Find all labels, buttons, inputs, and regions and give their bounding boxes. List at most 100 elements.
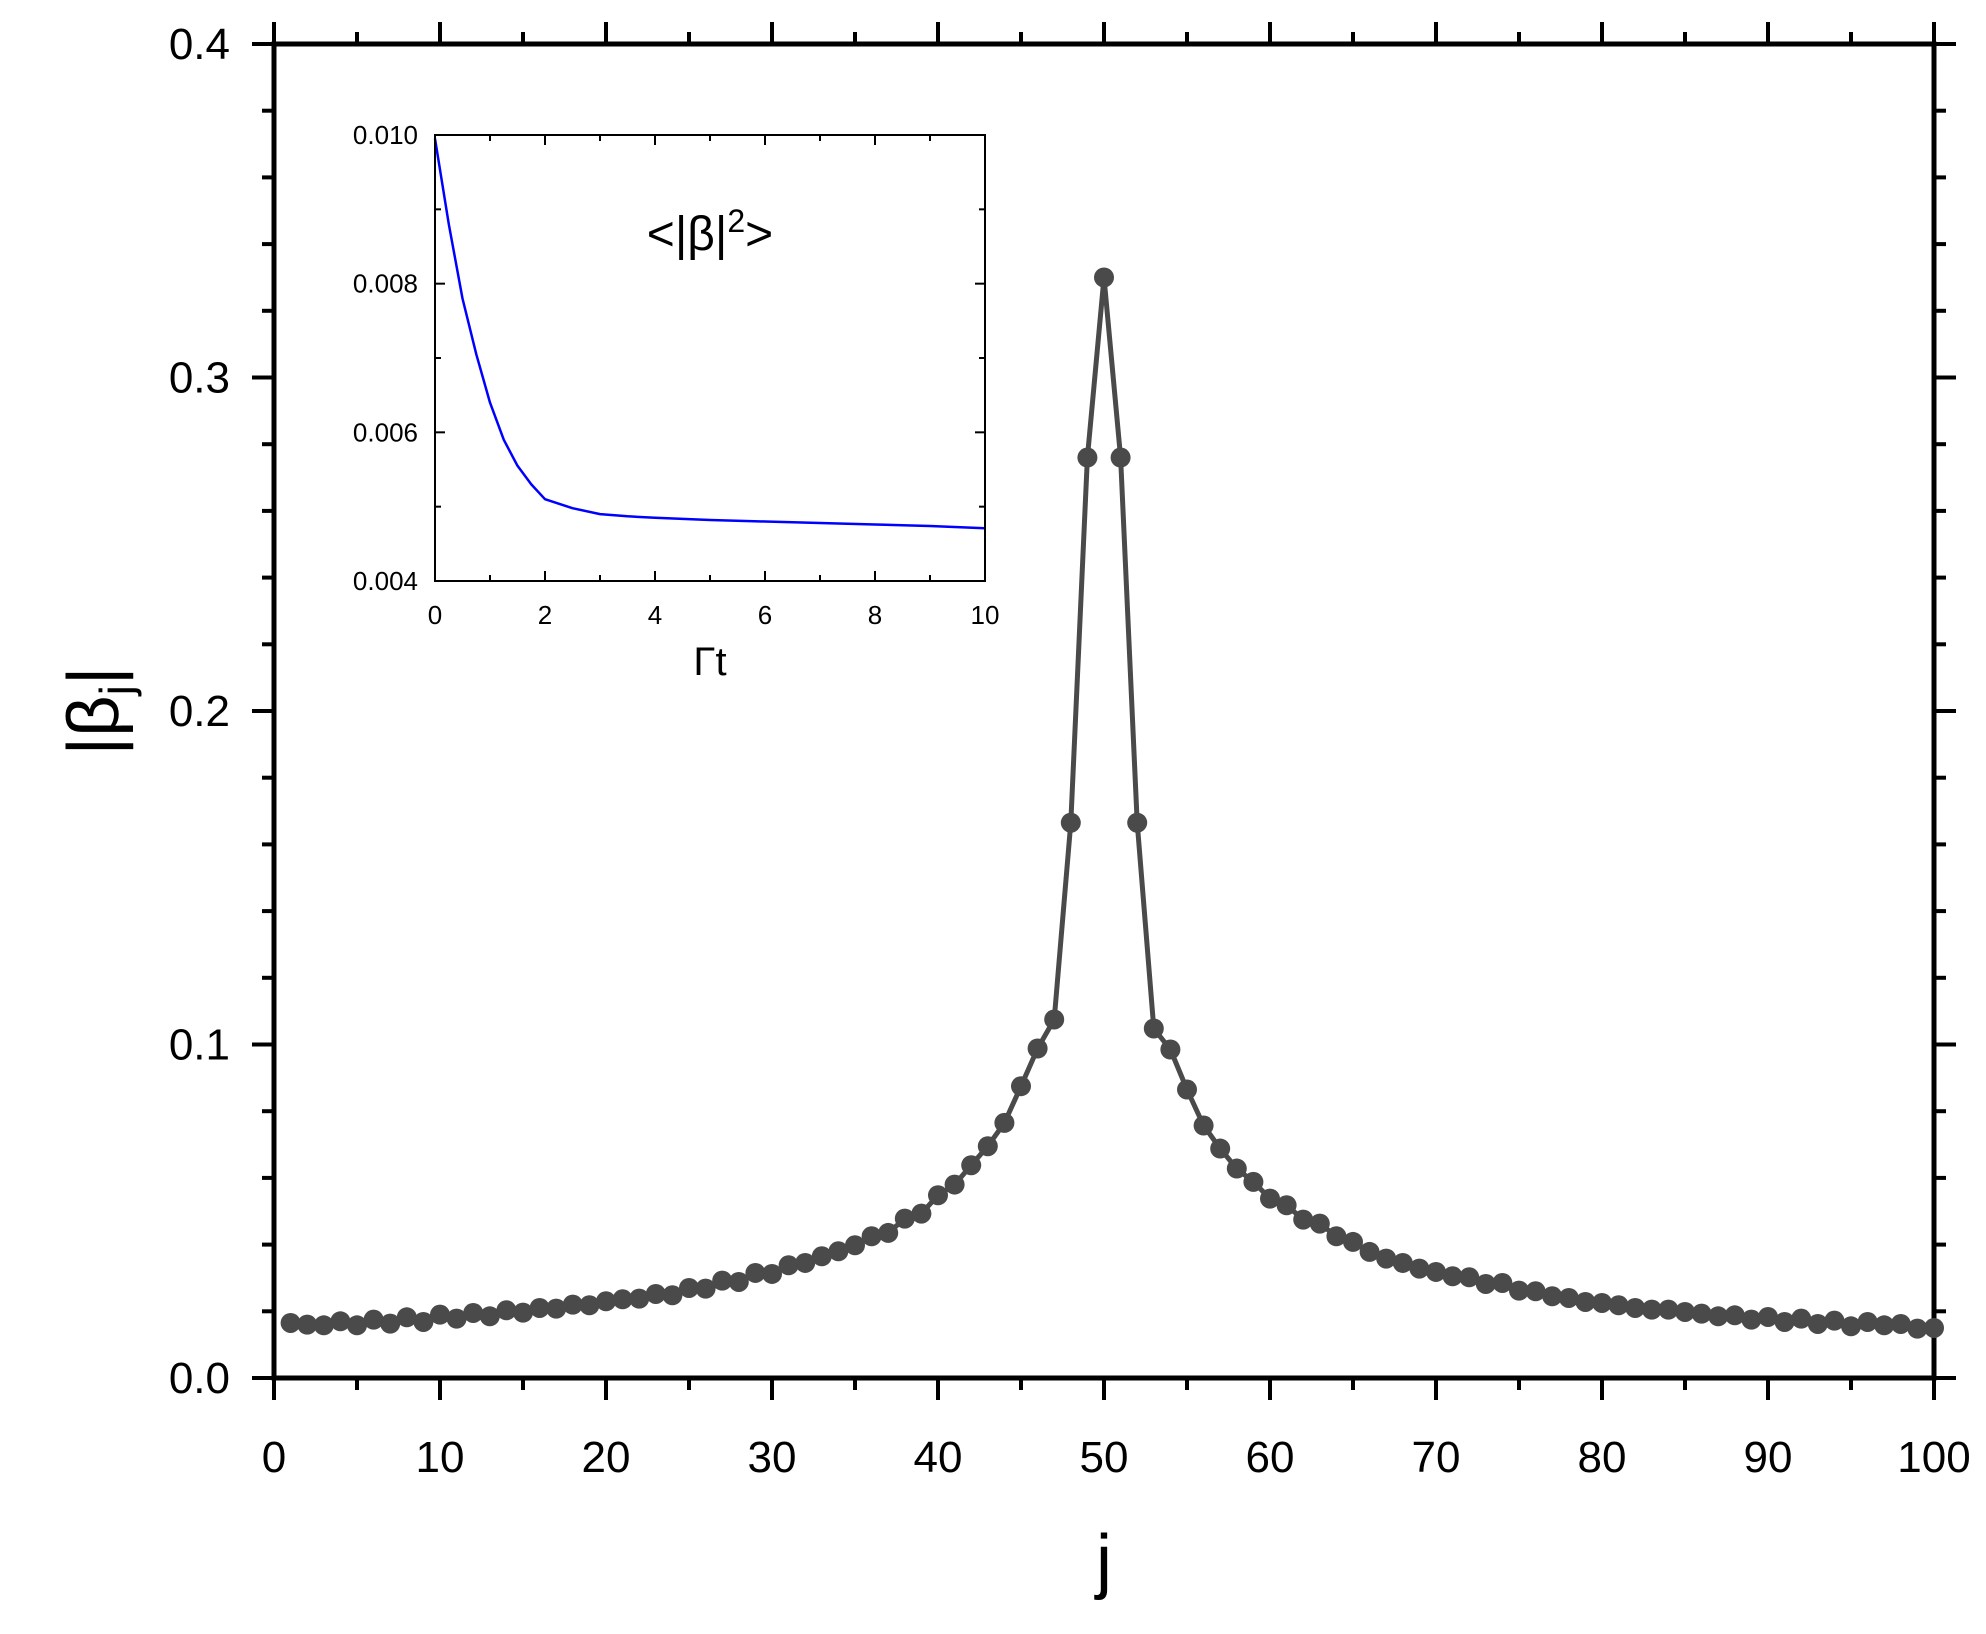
data-point	[1492, 1272, 1513, 1293]
data-point	[612, 1289, 633, 1310]
data-point	[1857, 1311, 1878, 1332]
data-point	[878, 1222, 899, 1243]
y-tick-label: 0.4	[169, 20, 230, 69]
inset-x-axis-title: Γt	[693, 640, 726, 684]
data-point	[911, 1203, 932, 1224]
data-point	[1874, 1315, 1895, 1336]
inset-x-tick-labels: 0 2 4 6 8 10	[428, 600, 1000, 630]
data-point	[1708, 1306, 1729, 1327]
data-point	[1193, 1115, 1214, 1136]
data-point	[1658, 1299, 1679, 1320]
inset-plot: 0 2 4 6 8 10 0.004 0.006 0.008 0.010 <|β|2> Γt	[353, 120, 1000, 684]
data-point	[745, 1262, 766, 1283]
data-point	[1409, 1258, 1430, 1279]
data-point	[1691, 1303, 1712, 1324]
data-point	[479, 1306, 500, 1327]
data-point	[380, 1313, 401, 1334]
data-point	[596, 1291, 616, 1312]
data-point	[1326, 1226, 1347, 1247]
data-point	[430, 1304, 450, 1325]
main-y-axis-title: |βj|	[54, 666, 142, 755]
data-point	[944, 1174, 965, 1195]
data-point	[363, 1309, 384, 1330]
x-tick-label: 40	[914, 1433, 963, 1482]
data-point	[1343, 1231, 1363, 1252]
data-point	[1276, 1195, 1297, 1216]
inset-series-line	[433, 138, 986, 530]
data-point	[1542, 1286, 1563, 1307]
data-point	[396, 1307, 417, 1328]
data-point	[1044, 1009, 1065, 1030]
data-point	[977, 1136, 998, 1157]
data-point	[1177, 1079, 1197, 1100]
data-point	[463, 1302, 484, 1323]
data-point	[695, 1278, 716, 1299]
data-point	[712, 1270, 733, 1291]
data-point	[679, 1277, 699, 1298]
x-tick-label: 30	[748, 1433, 797, 1482]
data-point	[1807, 1313, 1828, 1334]
main-y-axis-title-base: |β	[54, 695, 134, 755]
data-point	[529, 1297, 550, 1318]
data-point	[645, 1283, 666, 1304]
x-tick-label: 10	[416, 1433, 465, 1482]
data-point	[1841, 1316, 1861, 1337]
y-tick-label: 0.3	[169, 354, 230, 403]
main-x-tick-labels: 0 10 20 30 40 50 60 70 80 90 100	[262, 1433, 1971, 1482]
data-point	[313, 1315, 334, 1336]
data-point	[579, 1295, 600, 1316]
data-point	[1110, 447, 1131, 468]
data-point	[1558, 1287, 1579, 1308]
data-point	[330, 1311, 351, 1332]
x-tick-label: 60	[1246, 1433, 1295, 1482]
main-x-axis-ticks	[272, 22, 1936, 1400]
inset-annotation: <|β|2>	[647, 203, 773, 261]
data-point	[1924, 1317, 1944, 1338]
main-y-axis-title-subscript: j	[90, 685, 142, 697]
data-point	[1509, 1280, 1529, 1301]
inset-x-tick-label: 0	[428, 600, 442, 630]
data-point	[629, 1288, 650, 1309]
data-point	[1309, 1213, 1330, 1234]
x-tick-label: 90	[1744, 1433, 1793, 1482]
inset-x-tick-label: 8	[868, 600, 882, 630]
data-point	[961, 1155, 982, 1176]
data-point	[894, 1208, 915, 1229]
inset-y-tick-label: 0.010	[353, 120, 418, 150]
data-point	[1641, 1299, 1662, 1320]
data-point	[1260, 1188, 1280, 1209]
data-point	[1226, 1158, 1247, 1179]
inset-x-tick-label: 4	[648, 600, 662, 630]
data-point	[1741, 1309, 1762, 1330]
data-point	[1127, 812, 1148, 833]
svg-text:|βj|: |βj|	[54, 666, 142, 755]
x-tick-label: 80	[1578, 1433, 1627, 1482]
y-tick-label: 0.0	[169, 1354, 230, 1403]
y-tick-label: 0.2	[169, 687, 230, 736]
data-point	[762, 1263, 782, 1284]
data-point	[1625, 1297, 1646, 1318]
data-point	[546, 1298, 567, 1319]
inset-x-tick-label: 10	[971, 600, 1000, 630]
data-point	[778, 1255, 799, 1276]
main-y-axis-ticks	[252, 42, 1956, 1380]
data-point	[1210, 1138, 1231, 1159]
data-point	[1027, 1038, 1048, 1059]
data-point	[1392, 1252, 1413, 1273]
y-tick-label: 0.1	[169, 1021, 230, 1070]
inset-plot-background	[435, 135, 985, 581]
data-point	[662, 1285, 683, 1306]
data-point	[1774, 1311, 1795, 1332]
data-point	[1592, 1292, 1612, 1313]
inset-y-tick-label: 0.008	[353, 269, 418, 299]
data-point	[1724, 1305, 1745, 1326]
data-point	[1243, 1171, 1264, 1192]
data-point	[928, 1185, 948, 1206]
data-point	[795, 1252, 816, 1273]
inset-series	[433, 138, 986, 530]
data-point	[413, 1311, 434, 1332]
data-point	[1575, 1291, 1596, 1312]
data-point	[297, 1314, 318, 1335]
inset-y-tick-label: 0.004	[353, 566, 418, 596]
